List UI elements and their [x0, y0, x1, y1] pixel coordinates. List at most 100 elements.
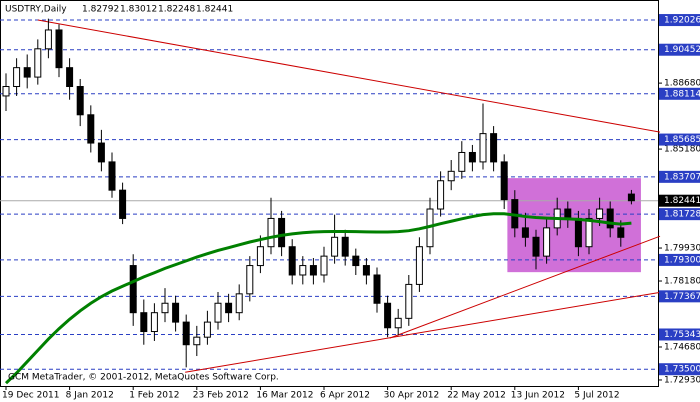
- y-tick-label: 1.85180: [664, 145, 700, 155]
- level-label-box: [659, 170, 700, 183]
- current-price-label: 1.82441: [664, 196, 700, 206]
- candle-body: [341, 236, 349, 257]
- candle-body: [458, 151, 466, 172]
- x-tick-label: 1 Feb 2012: [129, 391, 179, 401]
- candle-body: [66, 67, 74, 88]
- x-tick-label: 16 Mar 2012: [256, 391, 313, 401]
- level-label-box: [659, 14, 700, 27]
- candle-body: [182, 321, 190, 346]
- candle-body: [352, 255, 360, 267]
- level-label: 1.90452: [664, 45, 700, 55]
- candle-body: [225, 302, 233, 314]
- candle-body: [309, 265, 317, 276]
- chart-title: USDTRY,Daily: [5, 5, 67, 15]
- candle-body: [150, 312, 158, 333]
- candle-body: [44, 29, 52, 50]
- candle-body: [108, 161, 116, 191]
- level-label-box: [659, 133, 700, 146]
- candle-body: [34, 48, 42, 78]
- footer: GCM MetaTrader, © 2001-2012, MetaQuotes …: [8, 373, 279, 383]
- header-value: 1.82792: [82, 5, 119, 15]
- level-label: 1.75343: [664, 330, 700, 340]
- candle-body: [479, 133, 487, 163]
- candle-body: [405, 283, 413, 319]
- level-label-box: [659, 253, 700, 266]
- candle-body: [627, 193, 635, 202]
- candle-body: [203, 321, 211, 338]
- candle-body: [500, 161, 508, 201]
- trendline: [185, 291, 661, 373]
- candle-body: [384, 302, 392, 329]
- level-label-box: [659, 208, 700, 221]
- candle-body: [214, 302, 222, 323]
- level-label: 1.92026: [664, 16, 700, 26]
- candle-body: [140, 312, 148, 333]
- y-tick-label: 1.79930: [664, 244, 700, 254]
- candle-body: [532, 236, 540, 257]
- y-tick-label: 1.78180: [664, 277, 700, 287]
- candle-body: [76, 86, 84, 116]
- candle-body: [415, 246, 423, 285]
- candle-body: [288, 246, 296, 276]
- candle-body: [278, 217, 286, 248]
- level-label: 1.88114: [664, 89, 700, 99]
- moving-average: [4, 212, 632, 385]
- y-tick-label: 1.72930: [664, 375, 700, 385]
- trendline: [37, 19, 661, 133]
- level-label: 1.81728: [664, 210, 700, 220]
- candle-body: [362, 265, 370, 276]
- candle-body: [55, 29, 63, 69]
- candle-body: [235, 293, 243, 314]
- x-tick-label: 13 Jun 2012: [511, 391, 565, 401]
- candle-body: [193, 336, 201, 346]
- candle-body: [564, 208, 572, 219]
- plot: [0, 18, 661, 385]
- x-tick-label: 6 Apr 2012: [320, 391, 370, 401]
- current-price-box: [659, 194, 700, 207]
- candle-body: [256, 246, 264, 267]
- candle-body: [596, 208, 604, 219]
- x-tick-label: 19 Dec 2011: [2, 391, 60, 401]
- x-tick-label: 5 Jul 2012: [574, 391, 619, 401]
- candle-body: [2, 86, 10, 97]
- candle-body: [267, 217, 275, 248]
- candle-body: [246, 265, 254, 295]
- header-value: 1.83012: [120, 5, 157, 15]
- candle-body: [129, 265, 137, 314]
- level-label: 1.83707: [664, 172, 700, 182]
- candle-body: [606, 208, 614, 229]
- y-tick-label: 1.74680: [664, 342, 700, 352]
- candle-body: [87, 114, 95, 144]
- candle-body: [373, 274, 381, 304]
- level-label-box: [659, 328, 700, 341]
- level-label-box: [659, 87, 700, 100]
- candle-body: [320, 255, 328, 276]
- candle-body: [331, 236, 339, 257]
- x-tick-label: 30 Apr 2012: [384, 391, 440, 401]
- x-tick-label: 8 Jan 2012: [66, 391, 114, 401]
- candle-body: [161, 302, 169, 314]
- candle-body: [468, 151, 476, 163]
- x-tick-label: 23 Feb 2012: [193, 391, 249, 401]
- candle-body: [617, 227, 625, 238]
- candle-body: [447, 170, 455, 182]
- candle-body: [13, 67, 21, 88]
- y-tick-label: 1.88680: [664, 79, 700, 89]
- level-label: 1.79300: [664, 255, 700, 265]
- level-label: 1.77367: [664, 292, 700, 302]
- candle-body: [490, 133, 498, 163]
- candle-body: [394, 317, 402, 329]
- candle-body: [585, 217, 593, 248]
- x-tick-label: 22 May 2012: [447, 391, 506, 401]
- candle-body: [97, 142, 105, 163]
- level-label-box: [659, 363, 700, 376]
- header-value: 1.82248: [158, 5, 195, 15]
- level-label-box: [659, 43, 700, 56]
- level-label: 1.85685: [664, 135, 700, 145]
- candle-body: [521, 227, 529, 238]
- candle-body: [23, 67, 31, 78]
- candle-body: [172, 302, 180, 323]
- trendline: [389, 235, 661, 339]
- candle-body: [299, 265, 307, 276]
